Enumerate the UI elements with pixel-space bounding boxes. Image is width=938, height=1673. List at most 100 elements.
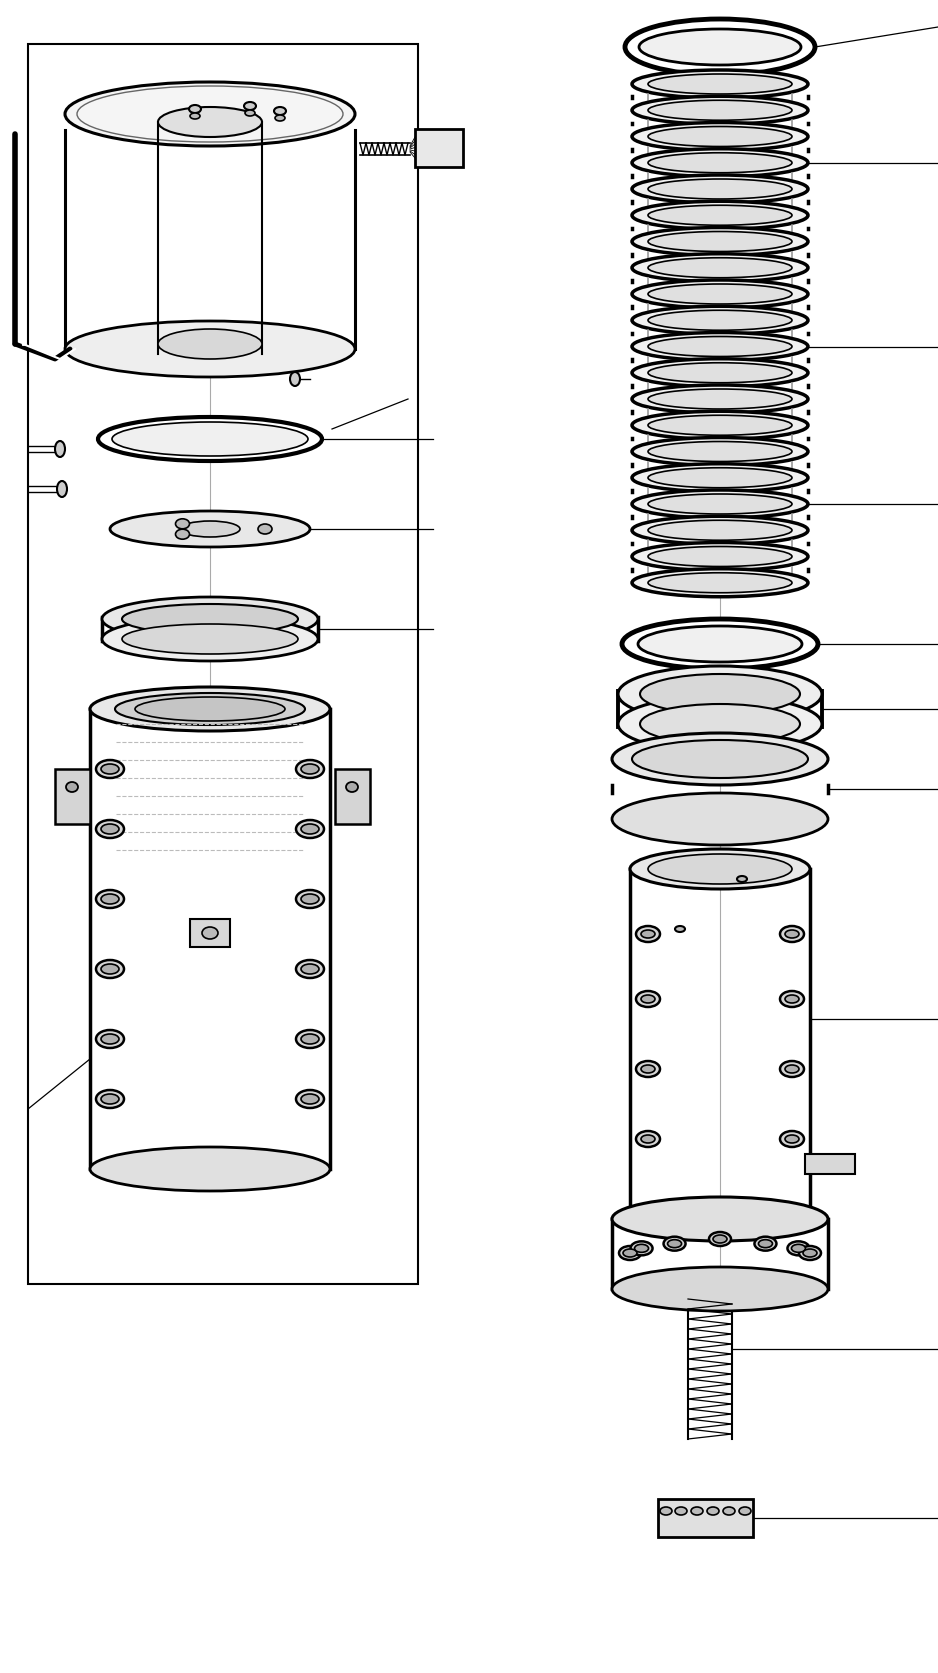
Ellipse shape xyxy=(612,793,828,845)
Ellipse shape xyxy=(780,927,804,942)
Ellipse shape xyxy=(301,1034,319,1044)
Bar xyxy=(335,770,370,825)
Ellipse shape xyxy=(638,627,802,663)
Ellipse shape xyxy=(632,124,808,152)
Ellipse shape xyxy=(135,698,285,721)
Ellipse shape xyxy=(102,617,318,661)
Ellipse shape xyxy=(785,995,799,1004)
Ellipse shape xyxy=(632,412,808,440)
Ellipse shape xyxy=(630,1200,810,1240)
Ellipse shape xyxy=(296,890,324,908)
Ellipse shape xyxy=(737,877,747,882)
Ellipse shape xyxy=(90,1148,330,1191)
Ellipse shape xyxy=(641,1066,655,1074)
Ellipse shape xyxy=(632,254,808,283)
Ellipse shape xyxy=(115,694,305,726)
Ellipse shape xyxy=(648,417,792,437)
Ellipse shape xyxy=(648,75,792,95)
Ellipse shape xyxy=(636,1131,660,1148)
Ellipse shape xyxy=(675,1507,687,1516)
Ellipse shape xyxy=(648,442,792,462)
Ellipse shape xyxy=(101,1034,119,1044)
Ellipse shape xyxy=(98,418,322,462)
Ellipse shape xyxy=(612,733,828,786)
Ellipse shape xyxy=(799,1246,821,1260)
Ellipse shape xyxy=(101,825,119,835)
Ellipse shape xyxy=(648,154,792,174)
Ellipse shape xyxy=(632,741,808,778)
Ellipse shape xyxy=(618,666,822,723)
Ellipse shape xyxy=(634,1245,648,1253)
Ellipse shape xyxy=(663,1236,686,1251)
Ellipse shape xyxy=(189,105,201,114)
Ellipse shape xyxy=(274,109,286,115)
Ellipse shape xyxy=(619,1246,641,1260)
Ellipse shape xyxy=(632,438,808,467)
Bar xyxy=(28,45,418,1285)
Ellipse shape xyxy=(96,820,124,838)
Ellipse shape xyxy=(346,783,358,793)
Ellipse shape xyxy=(780,992,804,1007)
Ellipse shape xyxy=(301,1094,319,1104)
Ellipse shape xyxy=(723,1507,735,1516)
Ellipse shape xyxy=(290,373,300,386)
Ellipse shape xyxy=(275,115,285,122)
Ellipse shape xyxy=(709,1233,731,1246)
Ellipse shape xyxy=(96,761,124,778)
Ellipse shape xyxy=(296,960,324,979)
Ellipse shape xyxy=(632,176,808,204)
Ellipse shape xyxy=(632,360,808,388)
Ellipse shape xyxy=(296,820,324,838)
Ellipse shape xyxy=(122,604,298,634)
Ellipse shape xyxy=(648,468,792,489)
Ellipse shape xyxy=(648,311,792,331)
Ellipse shape xyxy=(158,330,262,360)
Ellipse shape xyxy=(641,995,655,1004)
Ellipse shape xyxy=(648,233,792,253)
Ellipse shape xyxy=(632,333,808,361)
Ellipse shape xyxy=(803,1250,817,1256)
Ellipse shape xyxy=(175,530,189,540)
Bar xyxy=(658,1499,753,1537)
Ellipse shape xyxy=(630,850,810,890)
Ellipse shape xyxy=(180,522,240,537)
Ellipse shape xyxy=(55,442,65,458)
Ellipse shape xyxy=(759,1240,773,1248)
Ellipse shape xyxy=(675,927,685,932)
Ellipse shape xyxy=(110,512,310,547)
Ellipse shape xyxy=(648,284,792,304)
Ellipse shape xyxy=(636,927,660,942)
Ellipse shape xyxy=(632,70,808,99)
Ellipse shape xyxy=(632,465,808,492)
Ellipse shape xyxy=(639,30,801,65)
Ellipse shape xyxy=(632,517,808,545)
Ellipse shape xyxy=(648,181,792,199)
Bar xyxy=(190,920,230,947)
Ellipse shape xyxy=(90,688,330,731)
Ellipse shape xyxy=(101,1094,119,1104)
Ellipse shape xyxy=(101,765,119,775)
Ellipse shape xyxy=(101,895,119,905)
Ellipse shape xyxy=(636,992,660,1007)
Ellipse shape xyxy=(630,1241,653,1255)
Ellipse shape xyxy=(788,1241,809,1255)
Bar xyxy=(415,130,463,167)
Ellipse shape xyxy=(632,386,808,413)
Ellipse shape xyxy=(258,525,272,535)
Ellipse shape xyxy=(612,1266,828,1312)
Ellipse shape xyxy=(66,783,78,793)
Ellipse shape xyxy=(190,114,200,120)
Bar xyxy=(805,1154,855,1174)
Ellipse shape xyxy=(96,890,124,908)
Ellipse shape xyxy=(632,490,808,519)
Ellipse shape xyxy=(754,1236,777,1251)
Ellipse shape xyxy=(780,1061,804,1077)
Ellipse shape xyxy=(158,109,262,137)
Ellipse shape xyxy=(175,520,189,529)
Ellipse shape xyxy=(792,1245,806,1253)
Ellipse shape xyxy=(625,20,815,75)
Ellipse shape xyxy=(96,1031,124,1049)
Ellipse shape xyxy=(648,547,792,567)
Ellipse shape xyxy=(668,1240,682,1248)
Ellipse shape xyxy=(632,281,808,310)
